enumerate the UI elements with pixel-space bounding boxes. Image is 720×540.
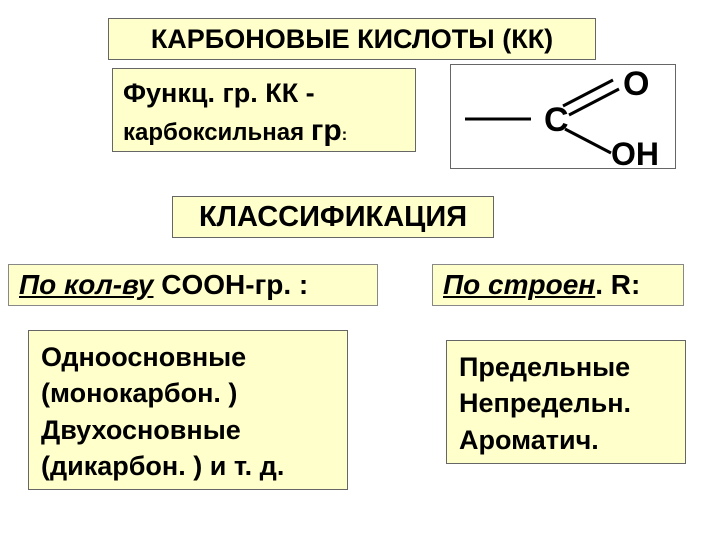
list-right-l2: Непредельн. (459, 385, 673, 421)
list-right-l1: Предельные (459, 349, 673, 385)
classification-box: КЛАССИФИКАЦИЯ (172, 196, 494, 238)
classification-text: КЛАССИФИКАЦИЯ (199, 201, 467, 234)
list-left-l1: Одноосновные (41, 339, 335, 375)
list-right-l3: Ароматич. (459, 422, 673, 458)
funcgroup-line2c: : (342, 125, 348, 144)
title-box: КАРБОНОВЫЕ КИСЛОТЫ (КК) (108, 18, 596, 60)
cooh-icon: C O OH (451, 65, 677, 170)
list-left-l3: Двухосновные (41, 412, 335, 448)
heading-r-structure: По строен. R: (432, 264, 684, 306)
chem-structure: C O OH (450, 64, 676, 169)
funcgroup-line2b: гр (311, 114, 342, 147)
funcgroup-line2a: карбоксильная (123, 119, 311, 146)
heading-right-main: . R: (595, 269, 640, 300)
funcgroup-box: Функц. гр. КК - карбоксильная гр: (112, 68, 416, 152)
atom-oh: OH (611, 136, 659, 170)
list-basicity: Одноосновные (монокарбон. ) Двухосновные… (28, 330, 348, 490)
heading-cooh-count: По кол-ву COOH-гр. : (8, 264, 378, 306)
heading-left-prefix: По кол-ву (19, 269, 153, 300)
list-left-l2: (монокарбон. ) (41, 375, 335, 411)
atom-o: O (623, 65, 649, 103)
title-text: КАРБОНОВЫЕ КИСЛОТЫ (КК) (151, 24, 553, 55)
list-left-l4: (дикарбон. ) и т. д. (41, 448, 335, 484)
list-r-type: Предельные Непредельн. Ароматич. (446, 340, 686, 464)
funcgroup-line2: карбоксильная гр: (123, 111, 405, 152)
funcgroup-line1: Функц. гр. КК - (123, 75, 405, 111)
heading-left-main: COOH-гр. : (153, 269, 308, 300)
heading-right-prefix: По строен (443, 269, 595, 300)
